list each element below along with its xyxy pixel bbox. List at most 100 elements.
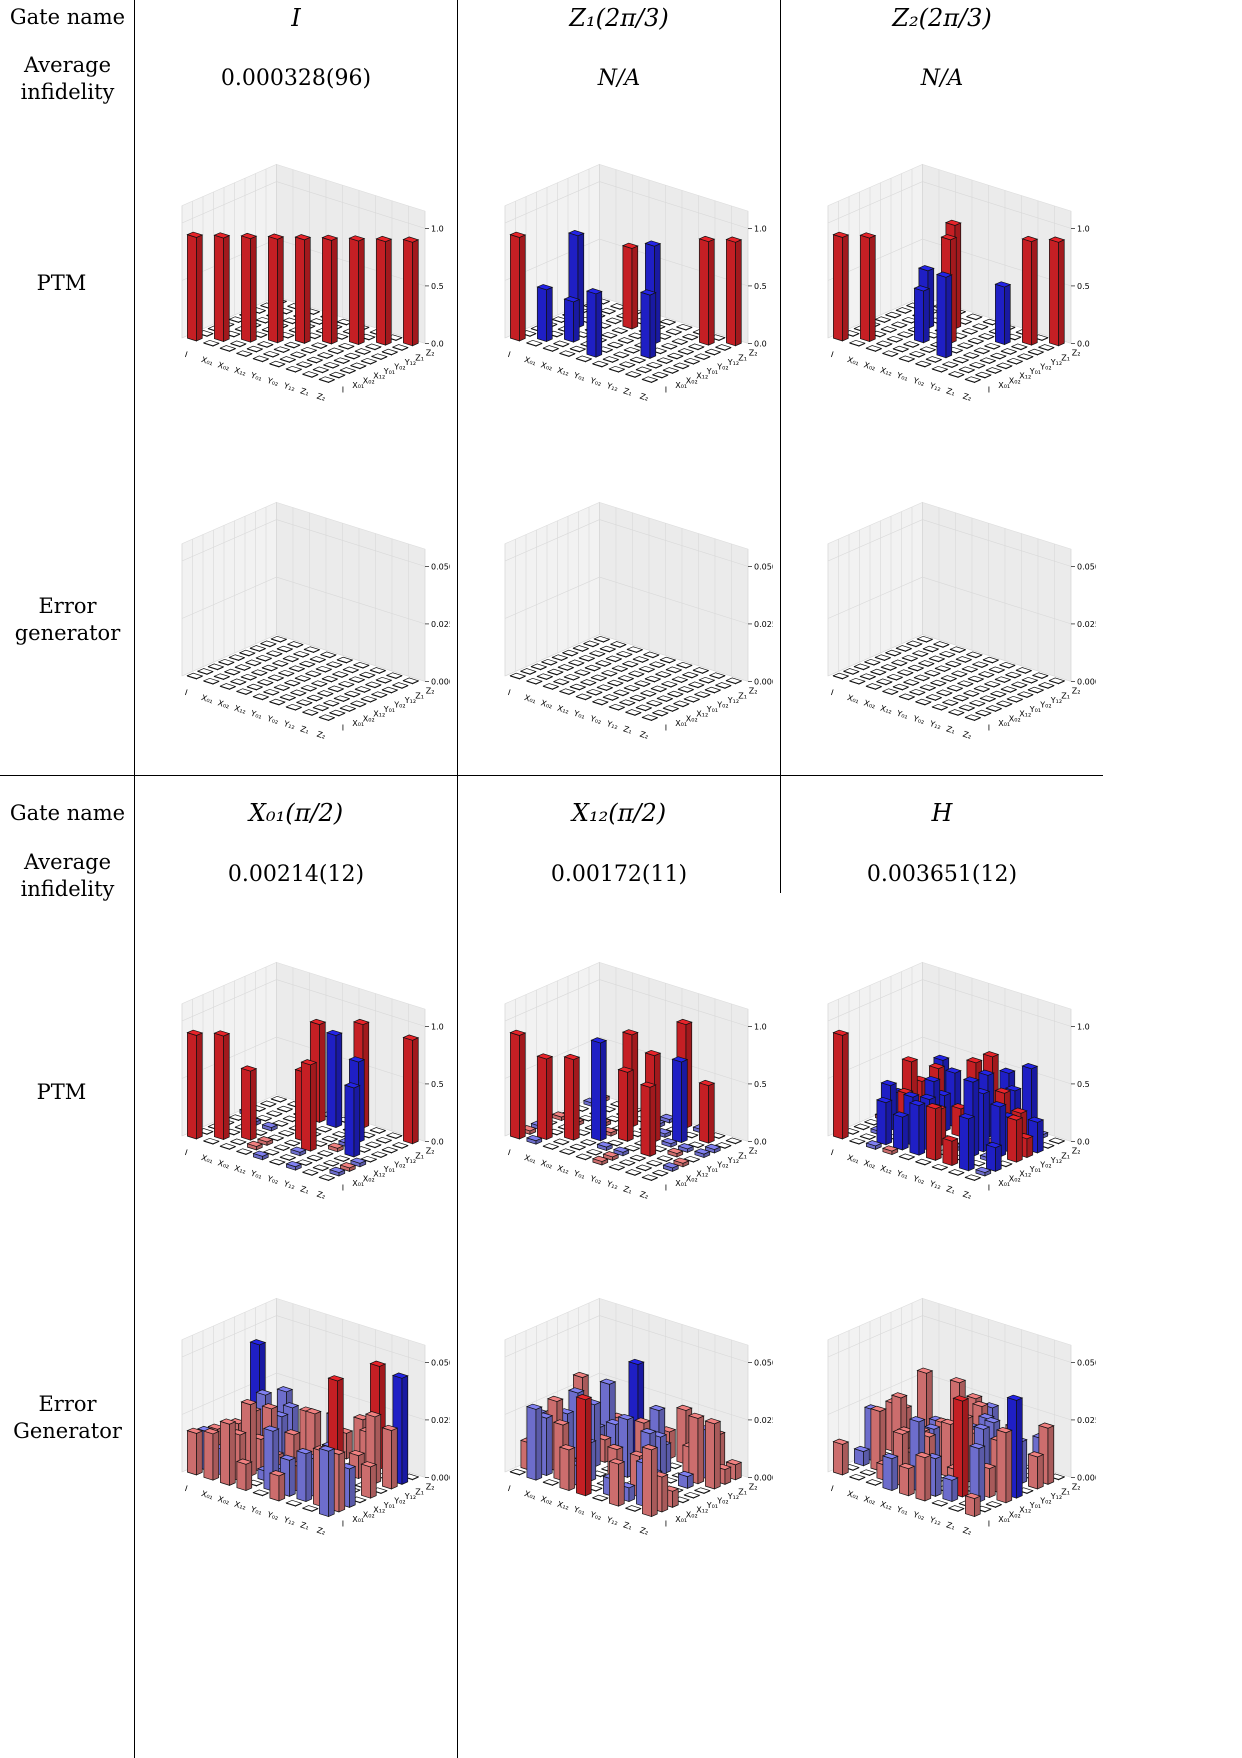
bar [276, 645, 294, 653]
x-tick-label: X₀₂ [863, 1158, 877, 1170]
y-tick-label: X₁₂ [373, 1506, 385, 1515]
bar [289, 689, 307, 697]
bar [968, 699, 986, 707]
x-tick-label: Y₀₁ [249, 1168, 263, 1180]
bar [252, 355, 270, 363]
y-tick-label: Y₀₂ [1039, 363, 1051, 372]
bar [593, 635, 611, 643]
y-tick-label: Y₀₂ [1039, 701, 1051, 710]
bar [928, 655, 946, 663]
bar [318, 1174, 336, 1182]
bar [621, 242, 639, 330]
x-tick-label: I [830, 1148, 835, 1157]
bar [698, 235, 716, 346]
bar [385, 672, 403, 680]
bar [985, 367, 1003, 374]
x-tick-label: X₁₂ [879, 1500, 893, 1512]
y-tick-label: Z₁ [1061, 691, 1070, 700]
bar [606, 679, 624, 687]
x-tick-label: X₀₂ [217, 360, 231, 372]
bar [321, 1135, 339, 1143]
bar [256, 341, 274, 348]
x-tick-label: X₀₁ [523, 355, 537, 367]
bar [262, 350, 280, 358]
y-tick-label: X₀₁ [675, 1179, 687, 1188]
bar [886, 673, 904, 681]
bar [303, 646, 321, 654]
bar [391, 1142, 409, 1149]
bar [964, 1492, 982, 1518]
x-tick-label: Y₀₂ [911, 1510, 925, 1522]
x-tick-label: Y₁₂ [928, 381, 942, 393]
bar [202, 339, 220, 347]
bar [234, 664, 252, 671]
error-generator-plot: 0.0000.0250.050Tr[P_in ΛP_out]IX₀₁X₀₂X₁₂… [181, 1297, 450, 1537]
bar [675, 661, 693, 669]
bar [941, 1135, 959, 1167]
bar [246, 683, 264, 691]
x-tick-label: X₀₁ [523, 1489, 537, 1501]
y-tick-label: I [988, 386, 990, 395]
y-tick-label: X₀₂ [363, 714, 375, 723]
bar [370, 691, 388, 699]
bar [261, 664, 279, 672]
y-tick-label: Y₀₁ [1029, 1501, 1041, 1510]
bar [316, 352, 334, 359]
bar [606, 341, 624, 349]
y-tick-label: Y₀₁ [383, 1501, 395, 1510]
bar [983, 680, 1001, 688]
bar [968, 1442, 986, 1503]
bar [295, 1448, 313, 1503]
bar [271, 660, 289, 667]
bar [659, 1113, 677, 1124]
bar [979, 695, 997, 703]
bar [971, 661, 989, 669]
bar [509, 1029, 527, 1140]
x-tick-label: I [507, 688, 512, 697]
x-tick-label: Z₂ [639, 1526, 650, 1537]
infidelity-value: N/A [597, 66, 641, 91]
bar [865, 1140, 883, 1150]
bar [202, 1428, 220, 1481]
bar [575, 1394, 593, 1497]
bar [186, 1029, 204, 1140]
bar [660, 342, 678, 350]
infidelity-value: 0.00172(11) [550, 862, 688, 887]
bar [629, 356, 647, 364]
bar [219, 1143, 237, 1150]
y-tick-label: Y₀₂ [1039, 1497, 1051, 1506]
bar [645, 361, 663, 369]
bar [1048, 236, 1066, 347]
bar [289, 351, 307, 359]
bar [725, 1137, 743, 1145]
bar [618, 699, 636, 707]
y-tick-label: Y₀₁ [383, 1165, 395, 1174]
bar [579, 679, 597, 686]
bar [561, 649, 579, 657]
bar [672, 362, 690, 370]
bar [327, 347, 345, 355]
bar [925, 356, 943, 363]
bar [704, 348, 722, 356]
bar [267, 674, 285, 682]
bar [908, 688, 926, 696]
bar [919, 684, 937, 692]
x-tick-label: Y₀₁ [249, 1504, 263, 1516]
bar [1027, 348, 1045, 356]
x-tick-label: Y₁₂ [282, 381, 296, 393]
bar [315, 665, 333, 673]
gate-name: X₀₁(π/2) [248, 799, 344, 827]
bar [202, 1137, 220, 1145]
bar [309, 656, 327, 663]
bar [310, 342, 328, 350]
y-tick-label: Y₁₂ [1050, 1156, 1062, 1165]
bar [519, 668, 537, 675]
x-tick-label: X₁₂ [879, 366, 893, 378]
z-tick-label: 0.0 [754, 1137, 767, 1146]
z-tick-label: 0.5 [754, 1080, 767, 1089]
y-tick-label: Y₁₂ [404, 1156, 416, 1165]
bar [569, 345, 587, 353]
x-tick-label: Z₁ [622, 724, 633, 735]
bar [567, 659, 585, 667]
y-tick-label: Z₂ [1072, 1483, 1081, 1492]
